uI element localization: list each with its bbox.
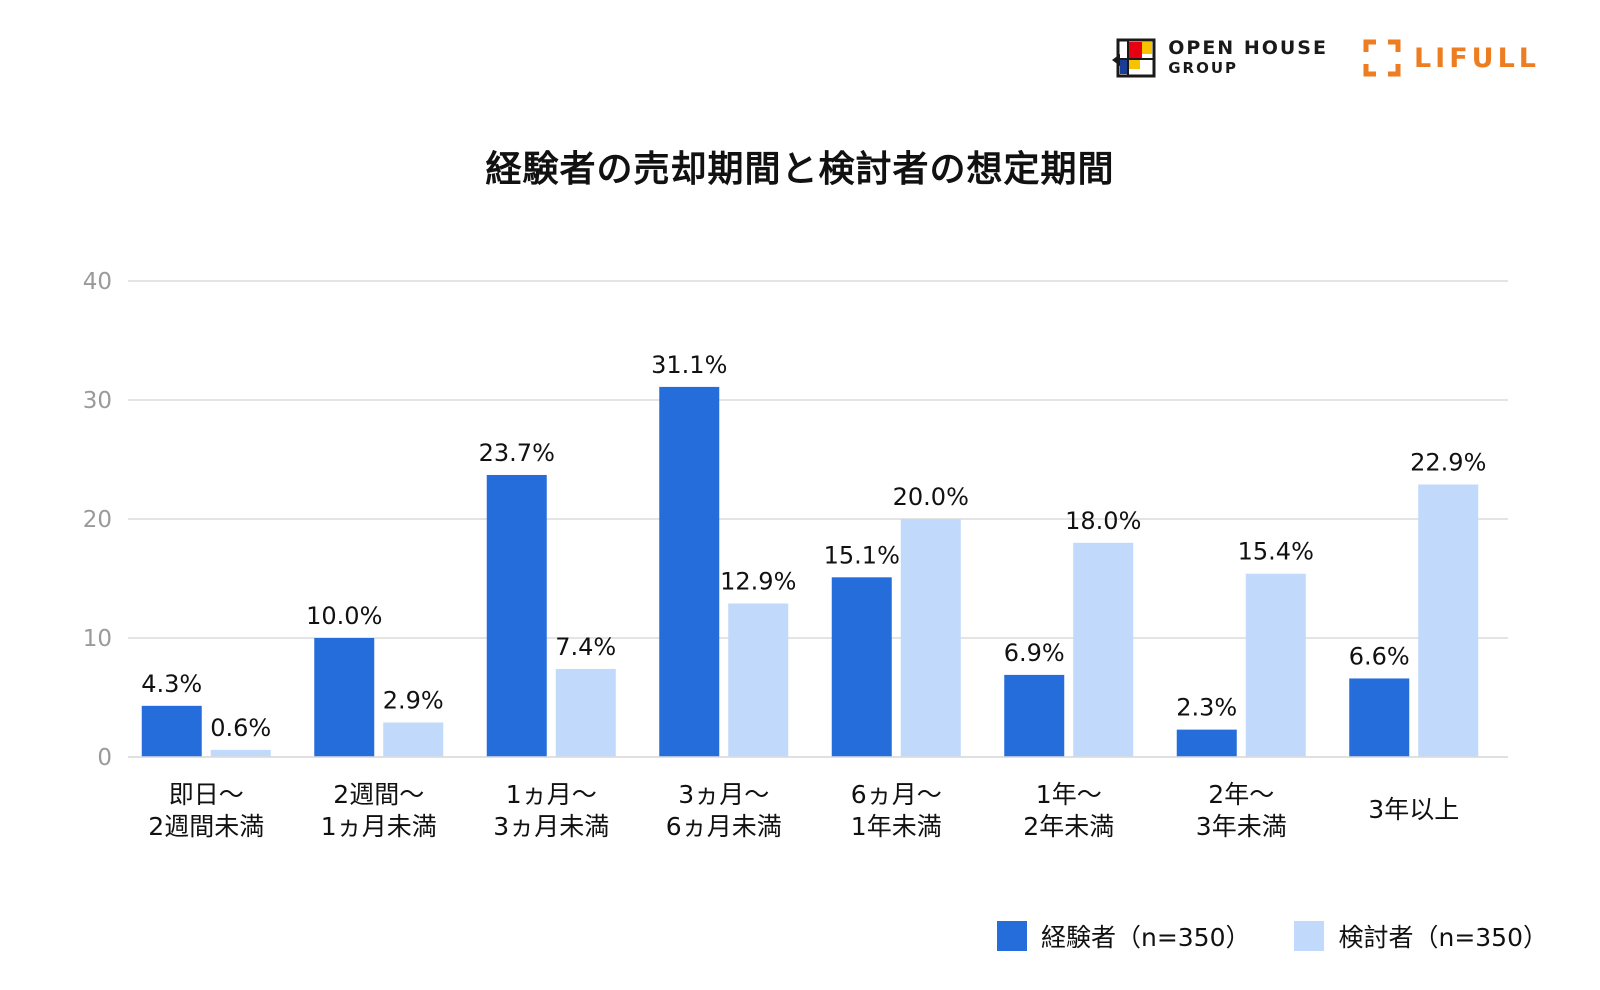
data-label: 18.0% <box>1065 507 1141 535</box>
bar-series1 <box>314 638 375 757</box>
x-category-label: 3ヵ月未満 <box>493 812 609 841</box>
bar-series2 <box>1245 573 1306 757</box>
data-label: 6.6% <box>1349 642 1410 670</box>
legend-swatch-series1 <box>996 921 1027 951</box>
data-label: 12.9% <box>720 567 796 595</box>
bar-series1 <box>659 386 720 757</box>
bar-series1 <box>1004 674 1065 757</box>
data-label: 23.7% <box>479 439 555 467</box>
bar-series1 <box>831 577 892 757</box>
data-label: 20.0% <box>893 483 969 511</box>
legend-item-series2: 検討者（n=350） <box>1294 918 1548 954</box>
x-category-label: 3ヵ月～ <box>678 780 769 809</box>
logo-area: OPEN HOUSE GROUP LIFULL <box>1112 36 1540 80</box>
openhouse-logo: OPEN HOUSE GROUP <box>1112 36 1328 80</box>
legend: 経験者（n=350） 検討者（n=350） <box>996 918 1548 954</box>
data-label: 15.4% <box>1238 538 1314 566</box>
legend-swatch-series2 <box>1294 921 1325 951</box>
x-category-label: 3年未満 <box>1196 812 1287 841</box>
data-label: 15.1% <box>824 541 900 569</box>
x-category-label: 2年～ <box>1208 780 1274 809</box>
data-label: 10.0% <box>306 602 382 630</box>
x-category-label: 1年～ <box>1036 780 1102 809</box>
bar-series2 <box>1418 484 1479 757</box>
bar-series1 <box>1349 678 1410 757</box>
x-category-label: 1ヵ月未満 <box>321 812 437 841</box>
data-label: 2.3% <box>1176 694 1237 722</box>
openhouse-line1: OPEN HOUSE <box>1168 37 1328 59</box>
data-label: 6.9% <box>1004 639 1065 667</box>
y-tick-label: 20 <box>83 507 112 533</box>
legend-label-series1: 経験者（n=350） <box>1040 923 1251 952</box>
lifull-wordmark: LIFULL <box>1413 42 1540 74</box>
data-label: 0.6% <box>210 714 271 742</box>
data-label: 22.9% <box>1410 448 1486 476</box>
bar-series1 <box>486 474 547 757</box>
bar-series2 <box>900 519 961 757</box>
y-tick-label: 10 <box>83 626 112 652</box>
bar-series2 <box>383 722 444 757</box>
bar-series2 <box>210 749 271 757</box>
x-category-label: 即日～ <box>169 780 244 809</box>
x-category-label: 2週間～ <box>333 780 424 809</box>
x-category-label: 1年未満 <box>851 812 942 841</box>
bar-series2 <box>555 668 616 757</box>
y-tick-label: 40 <box>83 269 112 295</box>
x-category-label: 6ヵ月未満 <box>666 812 782 841</box>
bar-series1 <box>141 705 202 757</box>
legend-item-series1: 経験者（n=350） <box>996 918 1251 954</box>
x-category-label: 2年未満 <box>1023 812 1114 841</box>
x-category-label: 1ヵ月～ <box>506 780 597 809</box>
data-label: 31.1% <box>651 351 727 379</box>
bar-series1 <box>1176 729 1237 757</box>
lifull-bracket-icon <box>1363 39 1401 77</box>
x-category-label: 6ヵ月～ <box>851 780 942 809</box>
bar-series2 <box>728 603 789 757</box>
y-tick-label: 30 <box>83 388 112 414</box>
x-category-label: 2週間未満 <box>148 812 264 841</box>
lifull-logo: LIFULL <box>1362 38 1540 78</box>
openhouse-line2: GROUP <box>1168 59 1239 77</box>
data-label: 4.3% <box>141 670 202 698</box>
openhouse-house-icon <box>1112 38 1156 78</box>
data-label: 2.9% <box>383 686 444 714</box>
x-category-label: 3年以上 <box>1368 795 1459 824</box>
legend-label-series2: 検討者（n=350） <box>1338 923 1548 952</box>
chart-title: 経験者の売却期間と検討者の想定期間 <box>485 149 1115 190</box>
y-tick-label: 0 <box>97 745 112 771</box>
data-label: 7.4% <box>555 633 616 661</box>
bar-series2 <box>1073 542 1134 757</box>
